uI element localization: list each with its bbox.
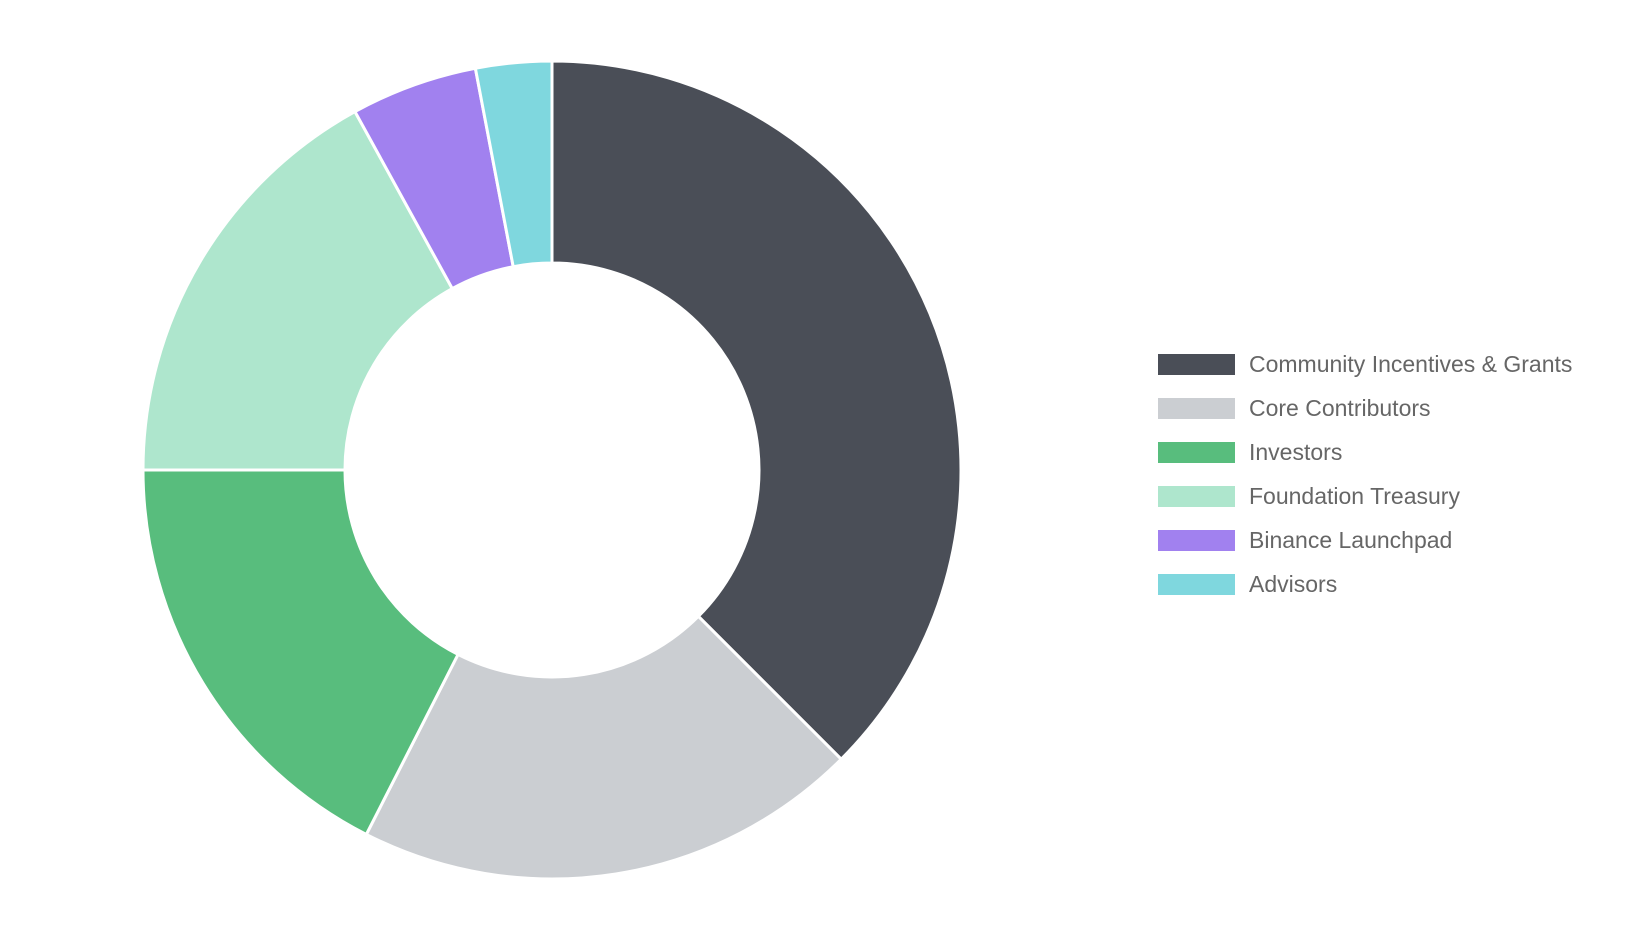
legend-swatch bbox=[1158, 397, 1235, 419]
legend-swatch bbox=[1158, 485, 1235, 507]
legend-label: Community Incentives & Grants bbox=[1249, 350, 1573, 377]
legend-swatch bbox=[1158, 353, 1235, 375]
slice-foundation-treasury[interactable] bbox=[141, 109, 455, 472]
legend-item-community-incentives-grants[interactable]: Community Incentives & Grants bbox=[1158, 342, 1572, 386]
slice-core-contributors[interactable] bbox=[364, 614, 844, 881]
legend-item-foundation-treasury[interactable]: Foundation Treasury bbox=[1158, 474, 1572, 518]
legend-item-binance-launchpad[interactable]: Binance Launchpad bbox=[1158, 518, 1572, 562]
legend-item-core-contributors[interactable]: Core Contributors bbox=[1158, 386, 1572, 430]
legend-item-investors[interactable]: Investors bbox=[1158, 430, 1572, 474]
legend-swatch bbox=[1158, 573, 1235, 595]
legend-swatch bbox=[1158, 529, 1235, 551]
slice-community-incentives-grants[interactable] bbox=[550, 59, 963, 762]
slice-investors[interactable] bbox=[141, 468, 461, 837]
slice-advisors[interactable] bbox=[473, 59, 554, 269]
legend-label: Foundation Treasury bbox=[1249, 482, 1460, 509]
legend-label: Investors bbox=[1249, 438, 1343, 465]
donut-chart bbox=[141, 59, 963, 881]
legend-label: Binance Launchpad bbox=[1249, 526, 1453, 553]
legend-label: Core Contributors bbox=[1249, 394, 1431, 421]
legend-item-advisors[interactable]: Advisors bbox=[1158, 562, 1572, 606]
legend-label: Advisors bbox=[1249, 570, 1338, 597]
legend-swatch bbox=[1158, 441, 1235, 463]
legend: Community Incentives & Grants Core Contri… bbox=[1158, 342, 1572, 606]
